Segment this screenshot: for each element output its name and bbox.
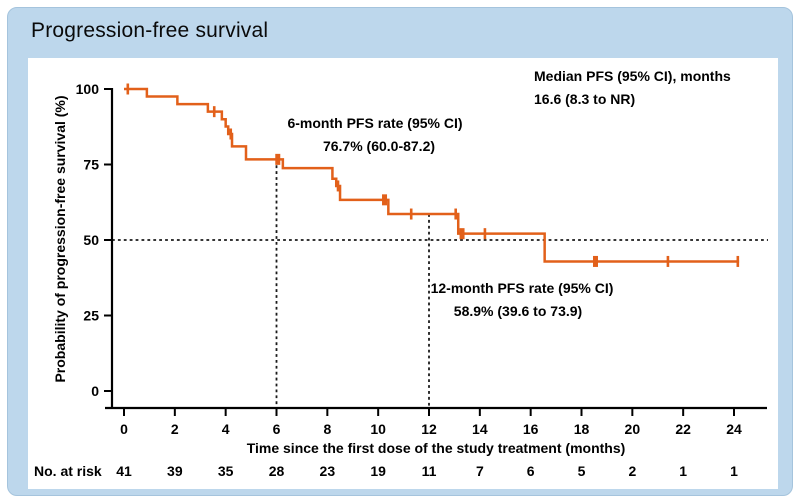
six-month-annotation-line2: 76.7% (60.0-87.2) (323, 138, 435, 154)
censor-tick (336, 180, 340, 192)
censor-tick (454, 208, 457, 220)
y-axis-title: Probability of progression-free survival… (52, 95, 68, 382)
at-risk-count: 41 (116, 463, 132, 479)
reference-lines (112, 159, 768, 407)
x-tick-label: 8 (323, 421, 331, 437)
x-tick-label: 2 (171, 421, 179, 437)
at-risk-count: 2 (628, 463, 636, 479)
at-risk-count: 28 (269, 463, 285, 479)
y-tick-label: 100 (76, 81, 100, 97)
at-risk-values: 41 39 35 28 23 19 11 7 6 5 2 1 1 (116, 463, 738, 479)
censor-tick (382, 194, 388, 206)
x-axis-title: Time since the first dose of the study t… (247, 440, 626, 456)
km-curve (124, 83, 740, 267)
at-risk-count: 1 (730, 463, 738, 479)
x-tick-label: 10 (370, 421, 386, 437)
km-step-path (124, 87, 740, 263)
censor-tick (483, 228, 487, 240)
pfs-card: Progression-free survival 100 75 50 25 0 0 2 4 6… (7, 7, 793, 496)
censor-tick (736, 255, 740, 267)
at-risk-label: No. at risk (34, 463, 102, 479)
x-tick-label: 16 (523, 421, 539, 437)
median-annotation-line1: Median PFS (95% CI), months (534, 68, 731, 84)
censor-tick (126, 83, 130, 95)
chart-panel: 100 75 50 25 0 0 2 4 6 8 10 12 14 16 18 20 22 24 41 39 35 28… (28, 58, 778, 489)
x-tick-label: 14 (472, 421, 488, 437)
at-risk-count: 7 (476, 463, 484, 479)
at-risk-count: 23 (320, 463, 336, 479)
x-tick-label: 20 (625, 421, 641, 437)
x-tick-label: 6 (273, 421, 281, 437)
twelve-month-annotation-line1: 12-month PFS rate (95% CI) (431, 280, 614, 296)
x-tick-label: 22 (675, 421, 691, 437)
y-tick-label: 0 (91, 383, 99, 399)
x-tick-label: 24 (726, 421, 742, 437)
at-risk-count: 1 (679, 463, 687, 479)
at-risk-count: 6 (527, 463, 535, 479)
censor-tick (459, 228, 465, 240)
censor-tick (212, 106, 216, 118)
at-risk-count: 35 (218, 463, 234, 479)
at-risk-count: 5 (578, 463, 586, 479)
censor-tick (275, 153, 281, 165)
y-tick-label: 25 (83, 308, 99, 324)
x-tick-label: 4 (222, 421, 230, 437)
censor-tick (592, 255, 598, 267)
chart-title: Progression-free survival (31, 19, 269, 42)
x-tick-label: 12 (421, 421, 437, 437)
x-tick-label: 0 (120, 421, 128, 437)
median-annotation-line2: 16.6 (8.3 to NR) (534, 91, 635, 107)
censor-tick (666, 255, 670, 267)
y-tick-label: 50 (83, 232, 99, 248)
six-month-annotation-line1: 6-month PFS rate (95% CI) (287, 115, 462, 131)
at-risk-count: 19 (370, 463, 386, 479)
twelve-month-annotation-line2: 58.9% (39.6 to 73.9) (454, 303, 582, 319)
x-tick-label: 18 (574, 421, 590, 437)
at-risk-count: 11 (422, 463, 437, 479)
censor-tick (229, 128, 233, 140)
at-risk-count: 39 (167, 463, 183, 479)
y-tick-label: 75 (83, 157, 99, 173)
censor-tick (409, 208, 413, 220)
